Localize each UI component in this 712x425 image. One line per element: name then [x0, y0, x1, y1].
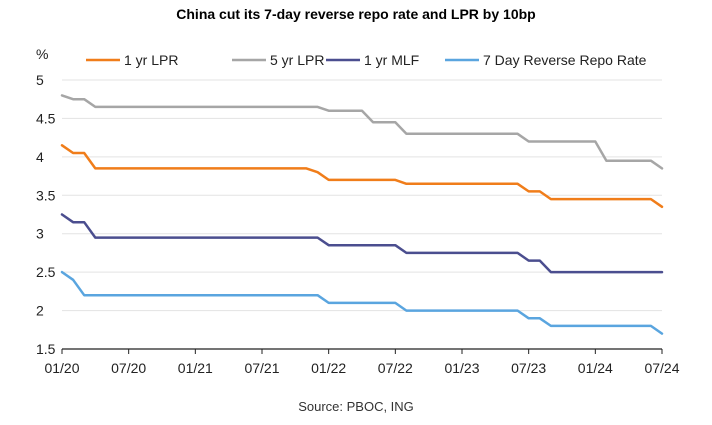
y-tick-label: 3 [36, 226, 44, 242]
y-tick-label: 4.5 [36, 110, 56, 126]
x-tick-label: 01/22 [311, 360, 346, 376]
y-tick-label: 2.5 [36, 264, 56, 280]
series-line [60, 213, 664, 274]
axes: 5 4.5 4 3.5 3 2.5 2 1.5% 01/20 07/20 01/21 07/21 01/… [36, 46, 680, 376]
y-tick-label: 1.5 [36, 341, 56, 357]
x-tick-label: 01/20 [44, 360, 79, 376]
x-tick-label: 01/21 [178, 360, 213, 376]
gridlines [62, 79, 662, 312]
y-tick-label: 4 [36, 149, 44, 165]
x-tick-label: 07/21 [244, 360, 279, 376]
x-tick-label: 01/24 [578, 360, 613, 376]
chart-title: China cut its 7-day reverse repo rate an… [176, 6, 536, 22]
series-lines [60, 94, 664, 335]
legend-label: 7 Day Reverse Repo Rate [483, 52, 647, 68]
source-note: Source: PBOC, ING [298, 399, 414, 414]
legend: 1 yr LPR 5 yr LPR 1 yr MLF 7 Day Reverse Re… [86, 52, 647, 68]
legend-label: 1 yr MLF [364, 52, 419, 68]
y-tick-label: 2 [36, 303, 44, 319]
y-unit-label: % [36, 46, 48, 62]
x-tick-label: 07/24 [644, 360, 679, 376]
x-tick-label: 01/23 [444, 360, 479, 376]
series-line [60, 270, 664, 335]
y-tick-label: 5 [36, 72, 44, 88]
legend-label: 5 yr LPR [270, 52, 324, 68]
x-tick-label: 07/22 [378, 360, 413, 376]
x-tick-label: 07/23 [511, 360, 546, 376]
y-tick-label: 3.5 [36, 187, 56, 203]
legend-label: 1 yr LPR [124, 52, 178, 68]
series-line [60, 144, 664, 209]
x-tick-label: 07/20 [111, 360, 146, 376]
series-line [60, 94, 664, 170]
